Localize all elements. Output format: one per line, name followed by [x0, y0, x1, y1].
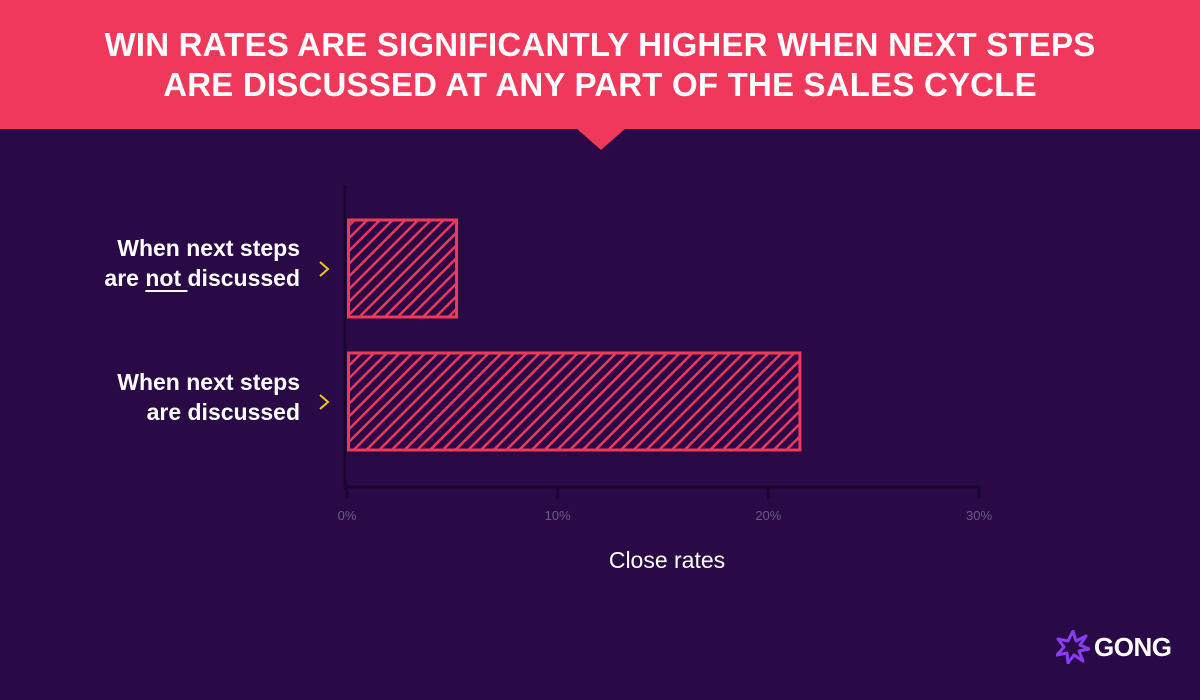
gong-wordmark: GONG	[1094, 631, 1172, 662]
chart-title-line-1: WIN RATES ARE SIGNIFICANTLY HIGHER WHEN …	[104, 25, 1096, 63]
chart-title-line-2: ARE DISCUSSED AT ANY PART OF THE SALES C…	[163, 65, 1037, 103]
bar	[347, 218, 459, 319]
gong-burst-icon	[1056, 630, 1090, 664]
x-tick-label: 20%	[755, 508, 781, 523]
gong-logo: GONG	[1056, 630, 1172, 664]
x-tick-label: 10%	[545, 508, 571, 523]
chevron-right-icon	[319, 394, 330, 410]
emphasis-not: not	[145, 265, 188, 291]
banner-pointer	[576, 128, 626, 150]
category-label-line: are not discussed	[104, 265, 300, 291]
category-label-line: When next steps	[117, 369, 300, 395]
title-banner: WIN RATES ARE SIGNIFICANTLY HIGHER WHEN …	[0, 0, 1200, 129]
x-tick-label: 0%	[338, 508, 357, 523]
x-tick-label: 30%	[966, 508, 992, 523]
category-label-line: are discussed	[146, 399, 300, 425]
category-label-discussed: When next steps are discussed	[40, 367, 300, 427]
category-label-line: When next steps	[117, 235, 300, 261]
chevron-right-icon	[319, 261, 330, 277]
x-axis-label: Close rates	[608, 547, 726, 573]
category-label-not-discussed: When next steps are not discussed	[40, 233, 300, 293]
bar	[347, 351, 802, 452]
